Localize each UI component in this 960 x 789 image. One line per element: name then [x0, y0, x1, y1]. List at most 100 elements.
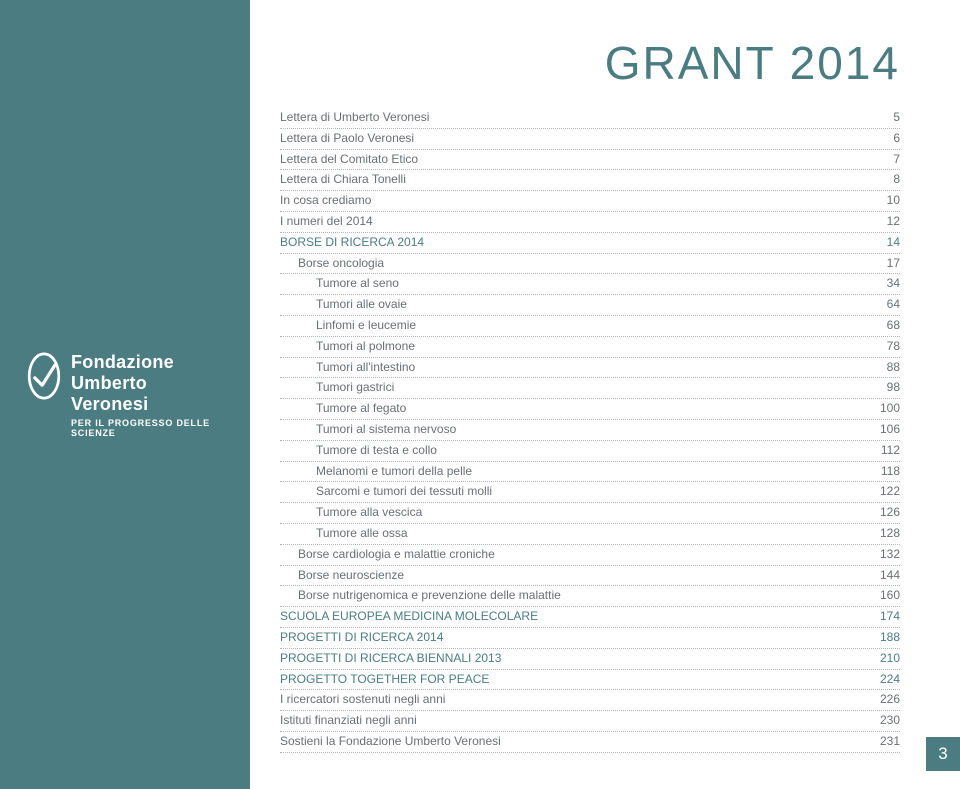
page-title: GRANT 2014	[280, 36, 900, 90]
toc-label: Sarcomi e tumori dei tessuti molli	[316, 482, 870, 502]
toc-label: Tumore al fegato	[316, 399, 870, 419]
toc-page: 132	[870, 545, 900, 565]
toc-page: 128	[870, 524, 900, 544]
toc-page: 210	[870, 649, 900, 669]
toc-label: Tumori alle ovaie	[316, 295, 877, 315]
toc-page: 230	[870, 711, 900, 731]
toc-page: 106	[870, 420, 900, 440]
content-panel: GRANT 2014 Lettera di Umberto Veronesi5L…	[250, 0, 960, 789]
toc-row: Istituti finanziati negli anni230	[280, 711, 900, 732]
toc-row: SCUOLA EUROPEA MEDICINA MOLECOLARE174	[280, 607, 900, 628]
toc-label: PROGETTI DI RICERCA BIENNALI 2013	[280, 649, 870, 669]
logo-tagline: PER IL PROGRESSO DELLE SCIENZE	[71, 418, 225, 438]
toc-label: Lettera del Comitato Etico	[280, 150, 883, 170]
toc-label: Lettera di Chiara Tonelli	[280, 170, 883, 190]
toc-page: 64	[877, 295, 900, 315]
toc-label: PROGETTI DI RICERCA 2014	[280, 628, 870, 648]
toc-row: Tumore alle ossa128	[280, 524, 900, 545]
toc-row: Tumori all'intestino88	[280, 358, 900, 379]
toc-page: 100	[870, 399, 900, 419]
toc-page: 8	[883, 170, 900, 190]
toc-label: Melanomi e tumori della pelle	[316, 462, 871, 482]
toc-row: Melanomi e tumori della pelle118	[280, 462, 900, 483]
toc-page: 126	[870, 503, 900, 523]
toc-page: 78	[877, 337, 900, 357]
logo-line2: Umberto Veronesi	[71, 373, 225, 415]
logo: Fondazione Umberto Veronesi	[25, 352, 225, 415]
toc-page: 226	[870, 690, 900, 710]
toc-row: PROGETTO TOGETHER FOR PEACE224	[280, 670, 900, 691]
toc-page: 122	[870, 482, 900, 502]
toc-row: Borse oncologia17	[280, 254, 900, 275]
toc-page: 34	[877, 274, 900, 294]
toc-label: In cosa crediamo	[280, 191, 877, 211]
toc-row: Borse nutrigenomica e prevenzione delle …	[280, 586, 900, 607]
logo-text: Fondazione Umberto Veronesi	[71, 352, 225, 415]
toc-label: Tumore alle ossa	[316, 524, 870, 544]
toc-row: In cosa crediamo10	[280, 191, 900, 212]
toc-label: Sostieni la Fondazione Umberto Veronesi	[280, 732, 870, 752]
toc-row: PROGETTI DI RICERCA BIENNALI 2013210	[280, 649, 900, 670]
toc-page: 14	[877, 233, 900, 253]
toc-page: 118	[871, 462, 900, 482]
toc-row: Sarcomi e tumori dei tessuti molli122	[280, 482, 900, 503]
toc-row: Lettera di Chiara Tonelli8	[280, 170, 900, 191]
toc-row: Tumore di testa e collo112	[280, 441, 900, 462]
toc-row: Lettera del Comitato Etico7	[280, 150, 900, 171]
toc-label: Borse cardiologia e malattie croniche	[298, 545, 870, 565]
sidebar-panel: Fondazione Umberto Veronesi PER IL PROGR…	[0, 0, 250, 789]
toc-row: PROGETTI DI RICERCA 2014188	[280, 628, 900, 649]
toc-row: Borse neuroscienze144	[280, 566, 900, 587]
toc-row: Tumore alla vescica126	[280, 503, 900, 524]
foundation-logo: Fondazione Umberto Veronesi PER IL PROGR…	[25, 352, 225, 438]
toc-label: Borse neuroscienze	[298, 566, 870, 586]
toc-label: Tumore alla vescica	[316, 503, 870, 523]
toc-page: 98	[877, 378, 900, 398]
toc-label: Tumore al seno	[316, 274, 877, 294]
toc-label: I numeri del 2014	[280, 212, 877, 232]
toc-row: Tumori al polmone78	[280, 337, 900, 358]
toc-row: Sostieni la Fondazione Umberto Veronesi2…	[280, 732, 900, 753]
toc-page: 17	[877, 254, 900, 274]
toc-page: 174	[870, 607, 900, 627]
logo-line1: Fondazione	[71, 352, 225, 373]
toc-page: 224	[870, 670, 900, 690]
toc-row: Lettera di Umberto Veronesi5	[280, 108, 900, 129]
page-number-badge: 3	[926, 737, 960, 771]
toc-page: 144	[870, 566, 900, 586]
toc-label: BORSE DI RICERCA 2014	[280, 233, 877, 253]
toc-label: Borse nutrigenomica e prevenzione delle …	[298, 586, 870, 606]
toc-row: BORSE DI RICERCA 201414	[280, 233, 900, 254]
toc-row: Tumori alle ovaie64	[280, 295, 900, 316]
toc-label: SCUOLA EUROPEA MEDICINA MOLECOLARE	[280, 607, 870, 627]
toc-label: Tumore di testa e collo	[316, 441, 871, 461]
toc-row: Tumore al seno34	[280, 274, 900, 295]
toc-row: Tumori al sistema nervoso106	[280, 420, 900, 441]
leaf-check-icon	[25, 352, 63, 405]
toc-page: 7	[883, 150, 900, 170]
toc-page: 68	[877, 316, 900, 336]
toc-row: Tumore al fegato100	[280, 399, 900, 420]
toc-label: Tumori all'intestino	[316, 358, 877, 378]
toc-row: Linfomi e leucemie68	[280, 316, 900, 337]
toc-page: 12	[877, 212, 900, 232]
toc-label: Lettera di Paolo Veronesi	[280, 129, 883, 149]
toc-label: Tumori gastrici	[316, 378, 877, 398]
toc-page: 112	[871, 441, 900, 461]
toc-row: Lettera di Paolo Veronesi6	[280, 129, 900, 150]
toc-label: Istituti finanziati negli anni	[280, 711, 870, 731]
toc-page: 10	[877, 191, 900, 211]
toc-label: PROGETTO TOGETHER FOR PEACE	[280, 670, 870, 690]
toc-page: 88	[877, 358, 900, 378]
toc-page: 160	[870, 586, 900, 606]
toc-row: I ricercatori sostenuti negli anni226	[280, 690, 900, 711]
toc-page: 188	[870, 628, 900, 648]
toc-row: Borse cardiologia e malattie croniche132	[280, 545, 900, 566]
toc-row: Tumori gastrici98	[280, 378, 900, 399]
toc-label: Borse oncologia	[298, 254, 877, 274]
toc-row: I numeri del 201412	[280, 212, 900, 233]
toc-label: Tumori al sistema nervoso	[316, 420, 870, 440]
toc-label: Tumori al polmone	[316, 337, 877, 357]
toc-label: Lettera di Umberto Veronesi	[280, 108, 883, 128]
toc-label: Linfomi e leucemie	[316, 316, 877, 336]
